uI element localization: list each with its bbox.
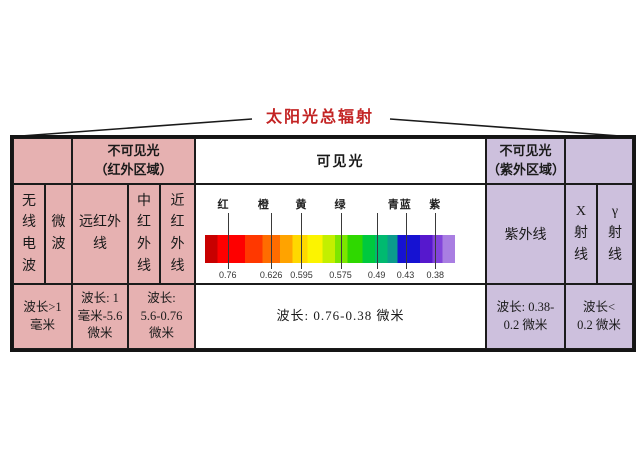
band-xray-label: X射线 [573, 204, 588, 263]
band-gamma: γ射线 [597, 184, 633, 284]
spectrum-tick-line [376, 213, 378, 269]
wavelength-far-infrared: 波长: 1 毫米-5.6 微米 [72, 284, 128, 349]
band-mid-infrared: 中红外线 [128, 184, 160, 284]
diagram-title: 太阳光总辐射 [265, 109, 375, 126]
band-near-infrared-label: 近红外线 [170, 193, 185, 274]
spectrum-tick-line [435, 213, 437, 269]
band-mid-infrared-label: 中红外线 [136, 193, 151, 274]
band-xray: X射线 [565, 184, 597, 284]
spectrum-color-label: 红 [217, 199, 230, 211]
band-gamma-label: γ射线 [607, 204, 622, 263]
band-ultraviolet-label: 紫外线 [504, 228, 547, 243]
spectrum-tick-line [340, 213, 342, 269]
spectrum-bar [204, 235, 455, 263]
spectrum-tick-line [405, 213, 407, 269]
band-ultraviolet: 紫外线 [486, 184, 565, 284]
spectrum-tick-line [301, 213, 303, 269]
spectrum-tick-value: 0.43 [396, 270, 415, 280]
spectrum-tick-value: 0.575 [329, 270, 352, 280]
band-radio-waves: 无线电波 [13, 184, 45, 284]
spectrum-table: 不可见光 （红外区域） 可见光 不可见光 （紫外区域） 无线电波 微波 远红外线… [10, 135, 636, 352]
header-blank-right [565, 138, 633, 184]
spectrum-tick-value: 0.76 [219, 270, 237, 280]
wavelength-mid-near-infrared: 波长: 5.6-0.76 微米 [128, 284, 195, 349]
wavelength-visible: 波长: 0.76-0.38 微米 [195, 284, 486, 349]
header-blank-left [13, 138, 72, 184]
spectrum-color-label: 青蓝 [387, 199, 412, 211]
band-far-infrared: 远红外线 [72, 184, 128, 284]
roof-lines [20, 118, 621, 137]
band-microwave-label: 微波 [51, 215, 66, 252]
band-near-infrared: 近红外线 [160, 184, 195, 284]
spectrum-tick-line [227, 213, 229, 269]
wavelength-xray-gamma: 波长< 0.2 微米 [565, 284, 633, 349]
visible-spectrum-cell: 红 橙 黄 绿 青蓝 紫 0.76 0.626 0.595 0.575 0.49 0.43 0.38 [195, 184, 486, 284]
roof-line-left [20, 118, 253, 137]
band-far-infrared-label: 远红外线 [79, 215, 121, 252]
band-microwave: 微波 [45, 184, 72, 284]
spectrum-color-label: 橙 [257, 199, 270, 211]
spectrum-tick-value: 0.595 [290, 270, 313, 280]
wavelength-radio-microwave: 波长>1 毫米 [13, 284, 72, 349]
roof-line-right [389, 118, 621, 137]
band-radio-label: 无线电波 [21, 193, 36, 274]
spectrum-color-label: 绿 [334, 199, 347, 211]
wavelength-ultraviolet: 波长: 0.38- 0.2 微米 [486, 284, 565, 349]
spectrum-tick-value: 0.38 [426, 270, 445, 280]
header-invisible-ultraviolet: 不可见光 （紫外区域） [486, 138, 565, 184]
spectrum-tick-value: 0.626 [259, 270, 283, 280]
header-visible-light: 可见光 [195, 138, 486, 184]
spectrum-tick-value: 0.49 [367, 270, 386, 280]
spectrum-color-label: 黄 [295, 199, 308, 211]
header-invisible-infrared: 不可见光 （红外区域） [72, 138, 195, 184]
spectrum-tick-line [271, 213, 273, 269]
spectrum-color-label: 紫 [429, 199, 442, 211]
